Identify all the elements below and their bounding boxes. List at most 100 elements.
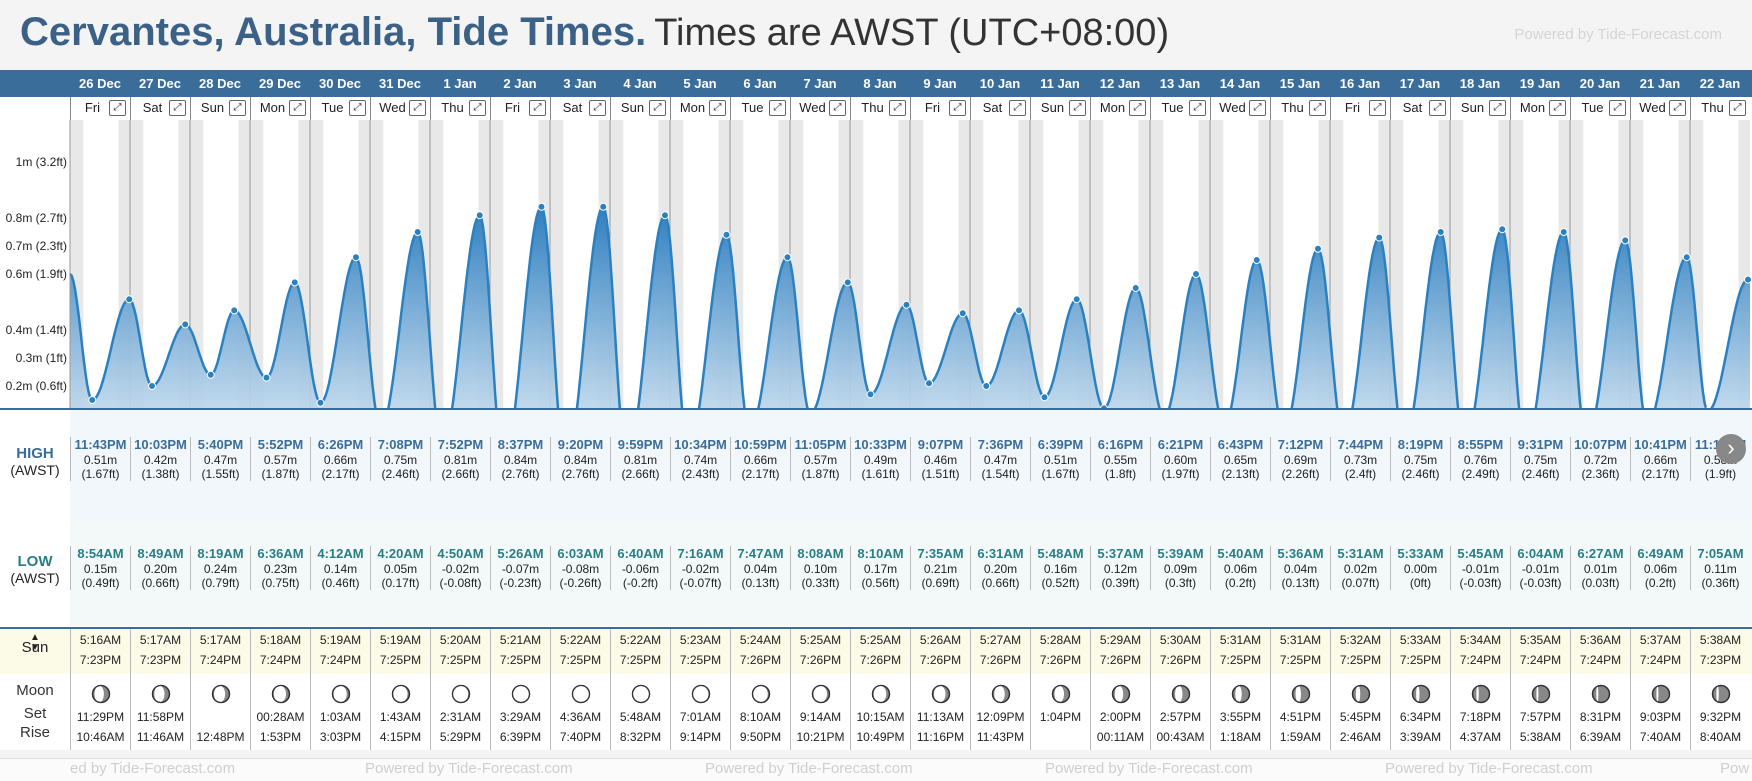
y-tick-label: 0.7m (2.3ft) (6, 239, 67, 253)
moonrise-time: 1:53PM (259, 730, 302, 744)
expand-icon[interactable]: ⤢ (409, 100, 426, 116)
high-height-ft: (1.67ft) (1041, 467, 1080, 481)
moon-phase-icon (1351, 684, 1370, 704)
low-tide-cell: 4:12AM 0.14m (0.46ft) (310, 546, 370, 590)
high-tide-cell: 9:31PM 0.75m (2.46ft) (1510, 437, 1570, 481)
low-tide-cell: 5:36AM 0.04m (0.13ft) (1270, 546, 1330, 590)
low-height-ft: (-0.26ft) (559, 576, 602, 590)
expand-icon[interactable]: ⤢ (649, 100, 666, 116)
sun-times-cell: 5:16AM 7:23PM (70, 629, 130, 674)
low-height-m: 0.01m (1583, 562, 1618, 576)
expand-icon[interactable]: ⤢ (1489, 100, 1506, 116)
low-time: 4:50AM (437, 546, 484, 561)
moonset-time: 5:45PM (1339, 710, 1382, 724)
sun-times-cell: 5:24AM 7:26PM (730, 629, 790, 674)
expand-icon[interactable]: ⤢ (1669, 100, 1686, 116)
expand-icon[interactable]: ⤢ (1069, 100, 1086, 116)
expand-icon[interactable]: ⤢ (349, 100, 366, 116)
moonrise-time: 10:46AM (76, 730, 125, 744)
expand-icon[interactable]: ⤢ (1009, 100, 1026, 116)
sunrise-time: 5:25AM (859, 633, 902, 647)
moon-phase-icon (631, 684, 650, 704)
expand-icon[interactable]: ⤢ (589, 100, 606, 116)
expand-icon[interactable]: ⤢ (709, 100, 726, 116)
low-height-m: 0.02m (1343, 562, 1378, 576)
low-time: 8:19AM (197, 546, 244, 561)
expand-icon[interactable]: ⤢ (289, 100, 306, 116)
sunrise-time: 5:37AM (1639, 633, 1682, 647)
high-time: 8:19PM (1397, 437, 1444, 452)
high-height-ft: (1.38ft) (141, 467, 180, 481)
high-time: 6:39PM (1037, 437, 1084, 452)
title-timezone: Times are AWST (UTC+08:00) (654, 12, 1170, 54)
expand-icon[interactable]: ⤢ (469, 100, 486, 116)
moon-cell: 3:29AM 6:39PM (490, 674, 550, 750)
high-height-m: 0.57m (263, 453, 298, 467)
title-location: Cervantes, Australia, Tide Times. (20, 10, 647, 54)
moon-cell: 8:10AM 9:50PM (730, 674, 790, 750)
sunrise-time: 5:26AM (919, 633, 962, 647)
sun-times-cell: 5:28AM 7:26PM (1030, 629, 1090, 674)
expand-icon[interactable]: ⤢ (1729, 100, 1746, 116)
sun-times-cell: 5:20AM 7:25PM (430, 629, 490, 674)
moonrise-time: 11:43PM (976, 730, 1025, 744)
low-tide-cell: 7:47AM 0.04m (0.13ft) (730, 546, 790, 590)
high-height-ft: (2.76ft) (561, 467, 600, 481)
weekday-cell: Sun ⤢ (1030, 97, 1090, 120)
high-height-ft: (2.17ft) (321, 467, 360, 481)
expand-icon[interactable]: ⤢ (1129, 100, 1146, 116)
tide-extreme-point (1375, 233, 1384, 242)
expand-icon[interactable]: ⤢ (769, 100, 786, 116)
low-time: 6:36AM (257, 546, 304, 561)
expand-icon[interactable]: ⤢ (1369, 100, 1386, 116)
low-height-ft: (0.36ft) (1701, 576, 1740, 590)
footer-watermark: Pow (1720, 760, 1750, 777)
expand-icon[interactable]: ⤢ (1549, 100, 1566, 116)
sunset-time: 7:24PM (199, 653, 242, 667)
low-tide-cell: 7:16AM -0.02m (-0.07ft) (670, 546, 730, 590)
expand-icon[interactable]: ⤢ (229, 100, 246, 116)
moonset-time: 8:31PM (1579, 710, 1622, 724)
footer-watermark: Powered by Tide-Forecast.com (1045, 760, 1253, 777)
expand-icon[interactable]: ⤢ (889, 100, 906, 116)
date-header: 12 Jan (1099, 76, 1141, 91)
expand-icon[interactable]: ⤢ (1609, 100, 1626, 116)
expand-icon[interactable]: ⤢ (109, 100, 126, 116)
low-height-m: 0.20m (983, 562, 1018, 576)
high-height-m: 0.51m (1043, 453, 1078, 467)
high-height-m: 0.73m (1343, 453, 1378, 467)
moonset-time: 6:34PM (1399, 710, 1442, 724)
sun-times-cell: 5:31AM 7:25PM (1270, 629, 1330, 674)
scroll-right-button[interactable]: › (1716, 434, 1746, 464)
low-time: 8:08AM (797, 546, 844, 561)
tide-extreme-point (1436, 228, 1445, 236)
high-time: 10:03PM (134, 437, 187, 452)
night-band (298, 120, 310, 476)
expand-icon[interactable]: ⤢ (829, 100, 846, 116)
expand-icon[interactable]: ⤢ (169, 100, 186, 116)
weekday-label: Wed (1219, 100, 1246, 115)
tide-extreme-point (537, 202, 546, 211)
expand-icon[interactable]: ⤢ (949, 100, 966, 116)
high-height-m: 0.69m (1283, 453, 1318, 467)
expand-icon[interactable]: ⤢ (1309, 100, 1326, 116)
sunrise-time: 5:28AM (1039, 633, 1082, 647)
expand-icon[interactable]: ⤢ (529, 100, 546, 116)
expand-icon[interactable]: ⤢ (1189, 100, 1206, 116)
expand-icon[interactable]: ⤢ (1429, 100, 1446, 116)
weekday-label: Thu (1701, 100, 1724, 115)
low-height-ft: (0ft) (1409, 576, 1432, 590)
tide-extreme-point (88, 396, 97, 404)
moon-phase-icon (1471, 684, 1490, 704)
high-height-m: 0.84m (503, 453, 538, 467)
footer-watermark: Powered by Tide-Forecast.com (1385, 760, 1593, 777)
high-time: 7:44PM (1337, 437, 1384, 452)
tide-extreme-point (1559, 228, 1568, 236)
moonset-time: 11:58PM (136, 710, 185, 724)
sunset-time: 7:26PM (979, 653, 1022, 667)
sunset-time: 7:23PM (79, 653, 122, 667)
moonrise-time: 9:14PM (679, 730, 722, 744)
low-tide-cell: 8:10AM 0.17m (0.56ft) (850, 546, 910, 590)
date-header: 28 Dec (199, 76, 241, 91)
expand-icon[interactable]: ⤢ (1249, 100, 1266, 116)
